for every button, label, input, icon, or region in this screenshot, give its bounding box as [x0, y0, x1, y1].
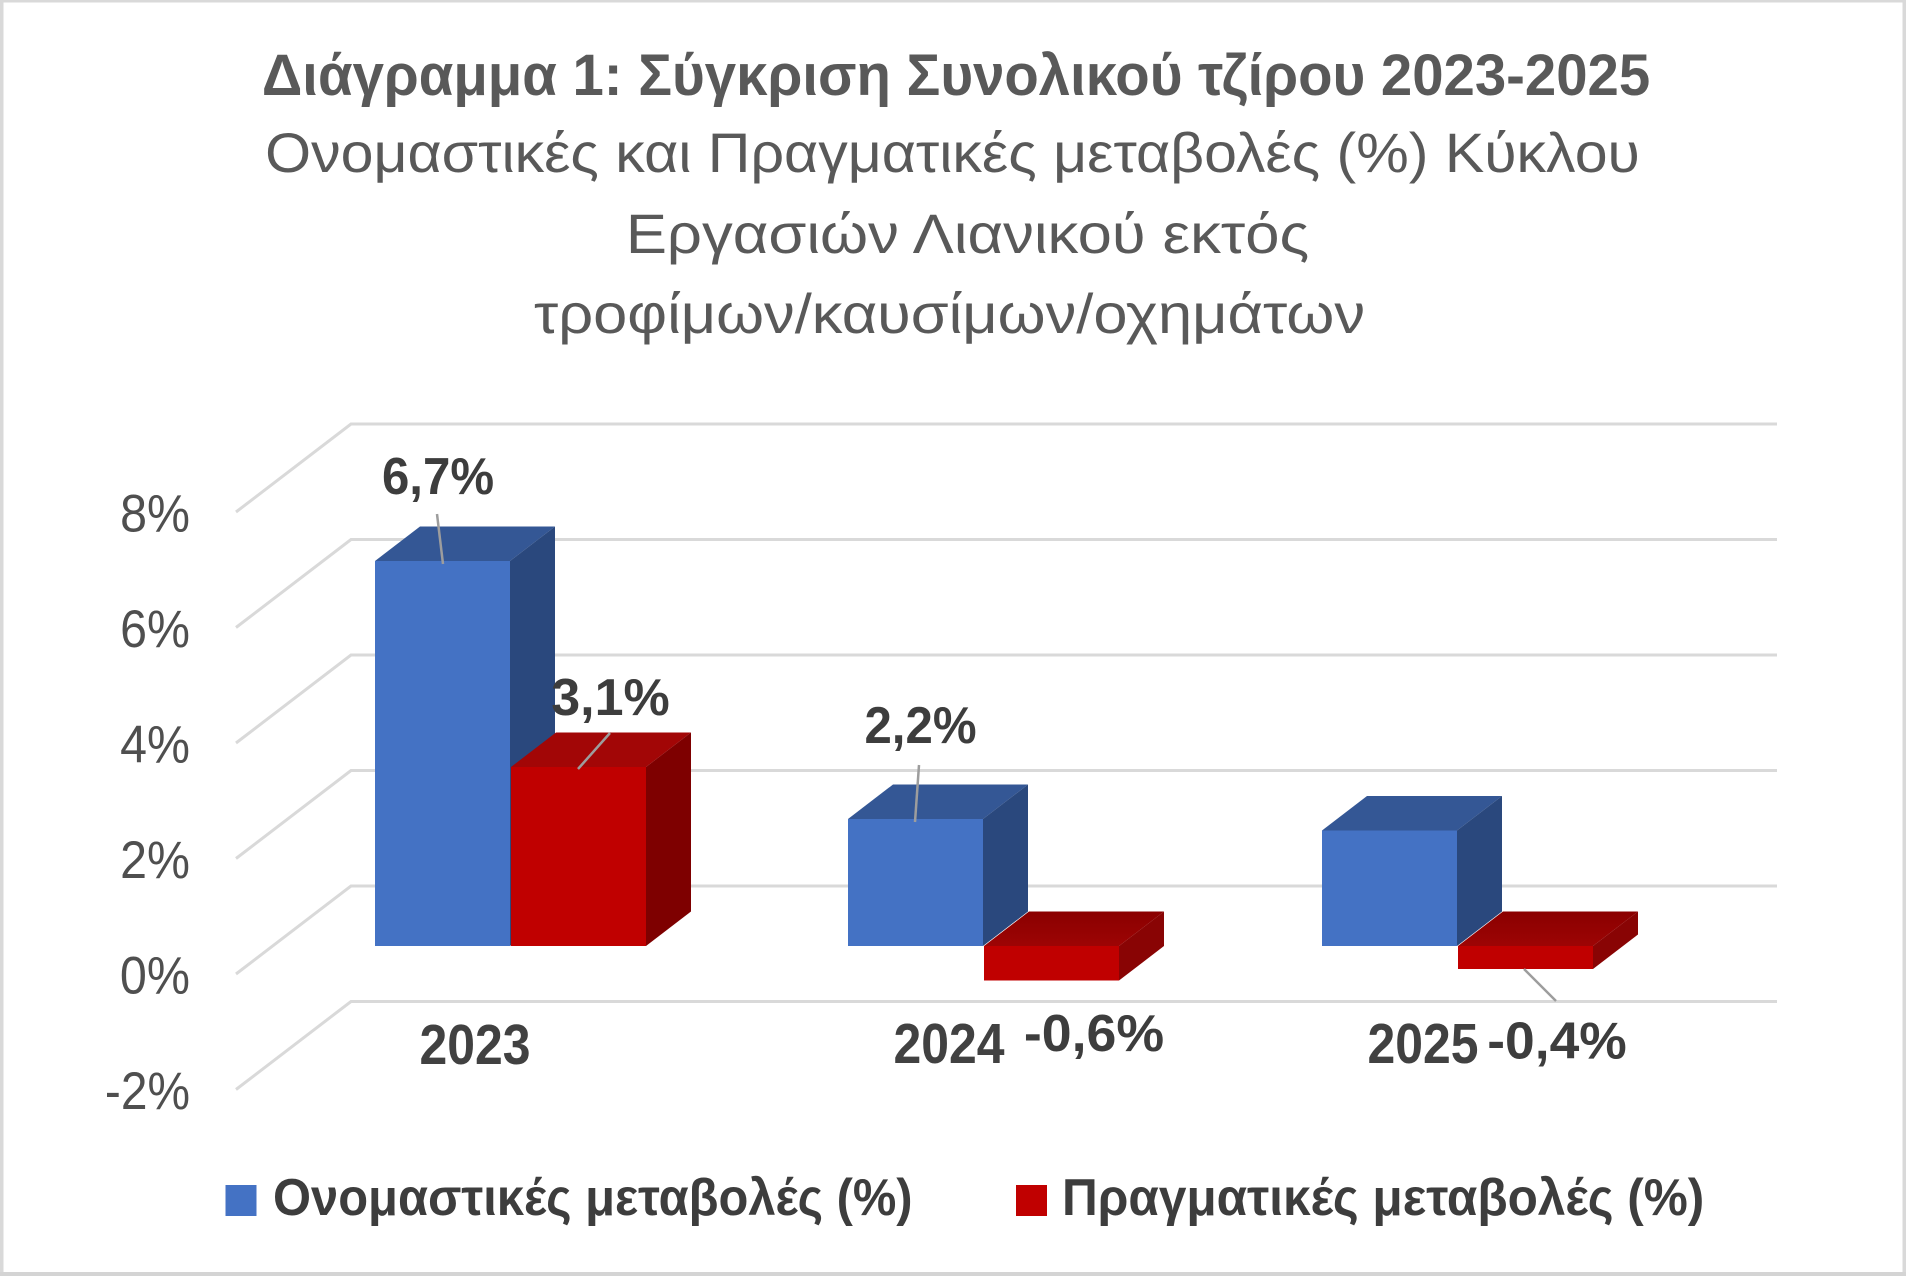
svg-text:0%: 0% — [120, 945, 190, 1004]
svg-text:Ονομαστικές και Πραγματικές με: Ονομαστικές και Πραγματικές μεταβολές (%… — [265, 122, 1640, 184]
svg-text:Ονομαστικές μεταβολές (%): Ονομαστικές μεταβολές (%) — [273, 1168, 913, 1227]
svg-text:8%: 8% — [120, 483, 190, 543]
svg-text:2%: 2% — [120, 830, 190, 890]
svg-text:2024: 2024 — [893, 1012, 1004, 1076]
svg-text:2025: 2025 — [1367, 1012, 1478, 1076]
svg-text:-0,4%: -0,4% — [1487, 1012, 1626, 1070]
svg-text:3,1%: 3,1% — [551, 669, 670, 727]
svg-text:2,2%: 2,2% — [864, 696, 976, 755]
svg-text:Πραγματικές μεταβολές (%): Πραγματικές μεταβολές (%) — [1062, 1168, 1704, 1226]
svg-text:-0,6%: -0,6% — [1024, 1005, 1164, 1063]
svg-text:6,7%: 6,7% — [382, 447, 494, 506]
svg-text:τροφίμων/καυσίμων/οχημάτων: τροφίμων/καυσίμων/οχημάτων — [534, 283, 1365, 345]
svg-text:4%: 4% — [120, 714, 190, 774]
svg-text:-2%: -2% — [105, 1061, 190, 1121]
svg-text:6%: 6% — [120, 599, 190, 659]
svg-text:2023: 2023 — [419, 1013, 530, 1077]
svg-text:Εργασιών Λιανικού εκτός: Εργασιών Λιανικού εκτός — [626, 204, 1309, 266]
svg-text:Διάγραμμα 1: Σύγκριση Συνολικο: Διάγραμμα 1: Σύγκριση Συνολικού τζίρου 2… — [262, 43, 1650, 108]
